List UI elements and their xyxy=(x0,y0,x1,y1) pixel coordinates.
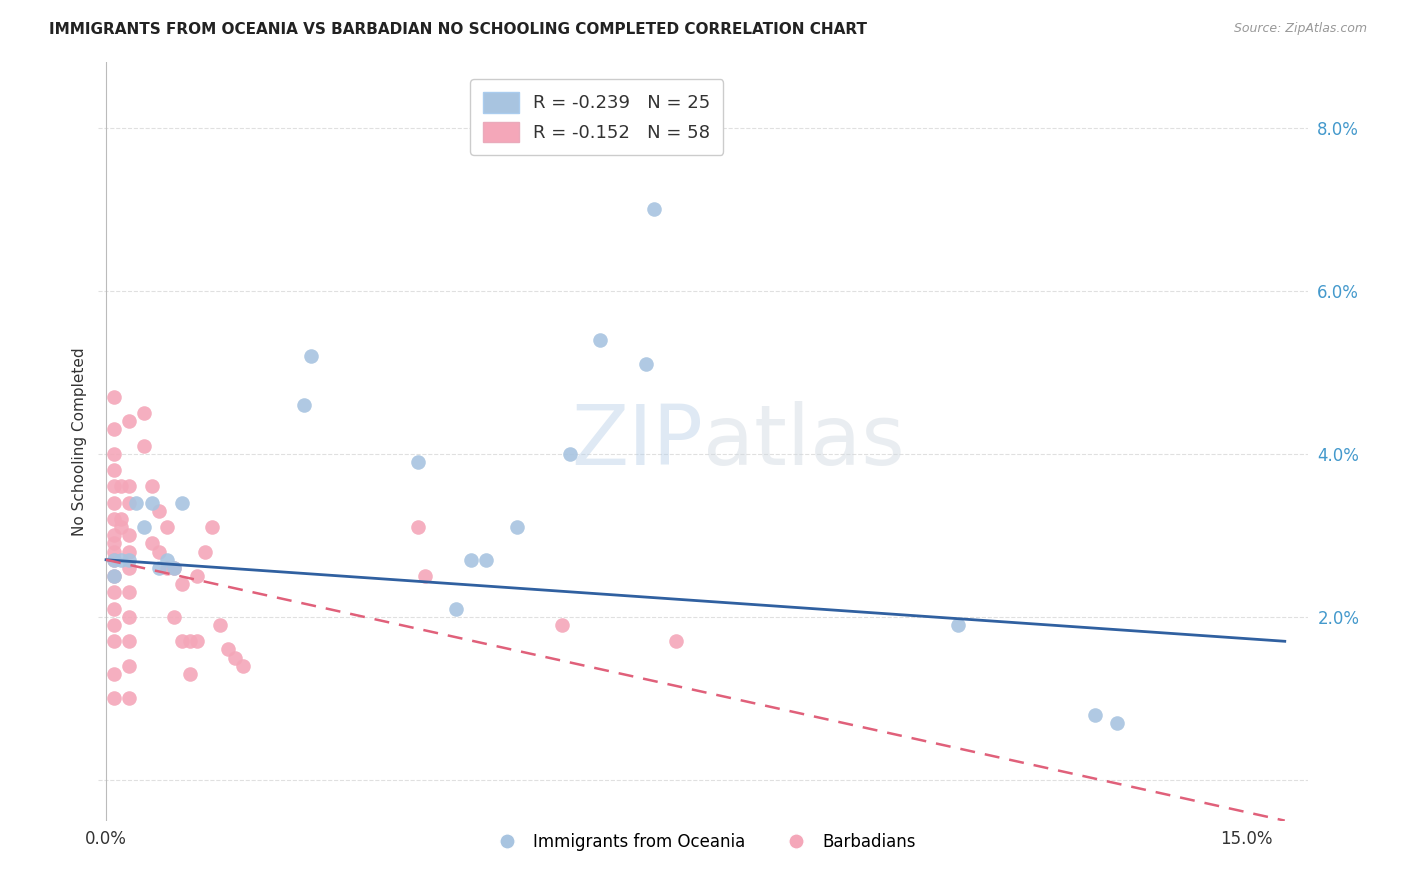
Point xyxy=(103,553,125,567)
Point xyxy=(141,496,163,510)
Point xyxy=(110,553,132,567)
Point xyxy=(292,398,315,412)
Point xyxy=(194,544,217,558)
Point xyxy=(118,585,141,599)
Point xyxy=(1084,707,1107,722)
Point xyxy=(163,610,186,624)
Legend: Immigrants from Oceania, Barbadians: Immigrants from Oceania, Barbadians xyxy=(484,827,922,858)
Text: atlas: atlas xyxy=(703,401,904,482)
Point xyxy=(179,666,201,681)
Point xyxy=(475,553,498,567)
Point xyxy=(643,202,665,217)
Point xyxy=(209,618,232,632)
Point xyxy=(299,349,322,363)
Point xyxy=(118,544,141,558)
Point xyxy=(103,512,125,526)
Point xyxy=(551,618,574,632)
Point xyxy=(460,553,482,567)
Point xyxy=(118,414,141,428)
Point xyxy=(103,447,125,461)
Point xyxy=(103,691,125,706)
Point xyxy=(148,504,170,518)
Point xyxy=(170,634,193,648)
Point xyxy=(103,422,125,436)
Point xyxy=(125,496,148,510)
Point xyxy=(103,496,125,510)
Point xyxy=(179,634,201,648)
Point xyxy=(118,528,141,542)
Point xyxy=(110,520,132,534)
Point xyxy=(103,585,125,599)
Point xyxy=(156,553,179,567)
Text: ZIP: ZIP xyxy=(571,401,703,482)
Point xyxy=(103,463,125,477)
Point xyxy=(415,569,437,583)
Point xyxy=(232,658,254,673)
Point xyxy=(118,479,141,493)
Point xyxy=(170,496,193,510)
Text: Source: ZipAtlas.com: Source: ZipAtlas.com xyxy=(1233,22,1367,36)
Point xyxy=(132,439,155,453)
Point xyxy=(141,479,163,493)
Point xyxy=(118,561,141,575)
Point xyxy=(148,544,170,558)
Point xyxy=(201,520,224,534)
Point xyxy=(406,455,429,469)
Point xyxy=(103,634,125,648)
Point xyxy=(118,658,141,673)
Point xyxy=(103,666,125,681)
Point xyxy=(103,390,125,404)
Point xyxy=(186,569,208,583)
Point xyxy=(132,406,155,420)
Point xyxy=(103,479,125,493)
Point xyxy=(103,536,125,550)
Y-axis label: No Schooling Completed: No Schooling Completed xyxy=(72,347,87,536)
Point xyxy=(224,650,246,665)
Point xyxy=(505,520,527,534)
Point xyxy=(558,447,581,461)
Point xyxy=(118,610,141,624)
Point xyxy=(103,544,125,558)
Point xyxy=(103,569,125,583)
Point xyxy=(103,553,125,567)
Point xyxy=(217,642,239,657)
Point xyxy=(406,520,429,534)
Point xyxy=(170,577,193,591)
Point xyxy=(163,561,186,575)
Point xyxy=(103,569,125,583)
Point xyxy=(186,634,208,648)
Point xyxy=(156,561,179,575)
Point xyxy=(946,618,969,632)
Point xyxy=(110,479,132,493)
Point xyxy=(163,561,186,575)
Point xyxy=(634,357,657,371)
Point xyxy=(118,634,141,648)
Point xyxy=(103,601,125,615)
Point xyxy=(589,333,612,347)
Point xyxy=(103,618,125,632)
Point xyxy=(103,528,125,542)
Point xyxy=(148,561,170,575)
Point xyxy=(118,553,141,567)
Point xyxy=(118,691,141,706)
Point xyxy=(156,520,179,534)
Point xyxy=(444,601,467,615)
Text: IMMIGRANTS FROM OCEANIA VS BARBADIAN NO SCHOOLING COMPLETED CORRELATION CHART: IMMIGRANTS FROM OCEANIA VS BARBADIAN NO … xyxy=(49,22,868,37)
Point xyxy=(141,536,163,550)
Point xyxy=(118,496,141,510)
Point xyxy=(110,512,132,526)
Point xyxy=(132,520,155,534)
Point xyxy=(1107,715,1129,730)
Point xyxy=(665,634,688,648)
